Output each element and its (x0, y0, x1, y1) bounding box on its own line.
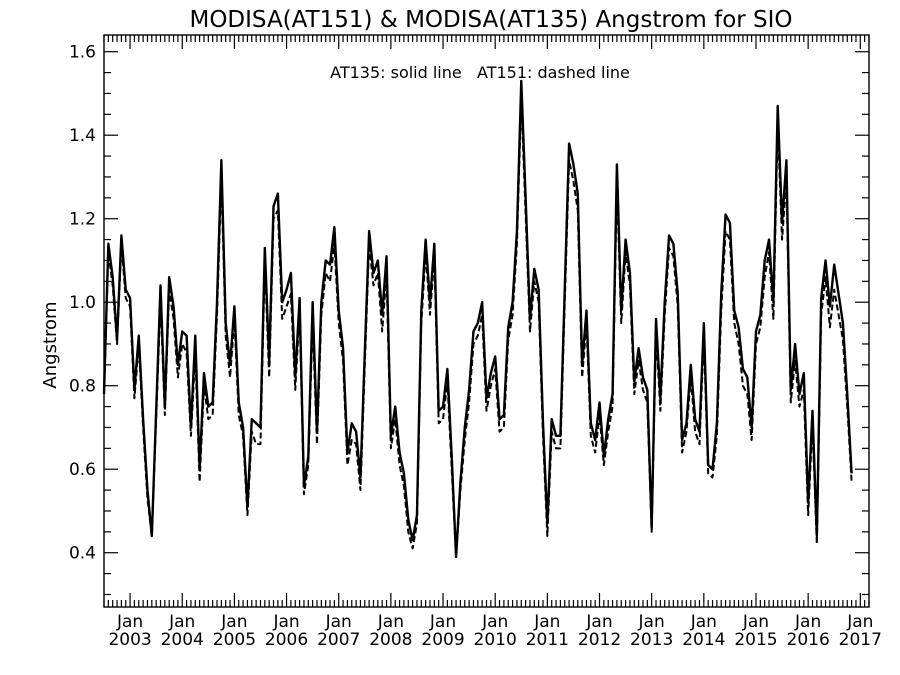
x-tick-year-label: 2004 (161, 630, 204, 650)
x-tick-year-label: 2007 (317, 630, 360, 650)
x-tick-year-label: 2006 (265, 630, 308, 650)
x-tick-month-label: Jan (220, 612, 247, 632)
x-tick-year-label: 2017 (839, 630, 882, 650)
x-tick-labels: Jan2003Jan2004Jan2005Jan2006Jan2007Jan20… (108, 612, 881, 650)
x-tick-year-label: 2015 (734, 630, 777, 650)
x-tick-month-label: Jan (168, 612, 195, 632)
y-tick-label: 0.6 (69, 460, 96, 480)
x-tick-month-label: Jan (429, 612, 456, 632)
chart-title: MODISA(AT151) & MODISA(AT135) Angstrom f… (189, 7, 792, 33)
y-tick-label: 1.2 (69, 210, 96, 230)
x-tick-month-label: Jan (742, 612, 769, 632)
x-tick-month-label: Jan (377, 612, 404, 632)
x-tick-year-label: 2013 (630, 630, 673, 650)
y-tick-label: 0.8 (69, 377, 96, 397)
y-tick-label: 0.4 (69, 544, 96, 564)
y-tick-label: 1.0 (69, 293, 96, 313)
plot-frame (103, 34, 870, 608)
x-tick-month-label: Jan (690, 612, 717, 632)
x-tick-month-label: Jan (638, 612, 665, 632)
x-tick-year-label: 2009 (421, 630, 464, 650)
x-tick-month-label: Jan (585, 612, 612, 632)
series-line-at151 (103, 96, 853, 558)
x-tick-year-label: 2012 (578, 630, 621, 650)
x-tick-year-label: 2011 (526, 630, 569, 650)
x-tick-month-label: Jan (272, 612, 299, 632)
x-tick-year-label: 2014 (682, 630, 725, 650)
y-tick-label: 1.4 (69, 126, 96, 146)
x-tick-year-label: 2016 (787, 630, 830, 650)
x-tick-year-label: 2010 (474, 630, 517, 650)
y-axis-label: Angstrom (40, 301, 61, 388)
x-tick-year-label: 2008 (369, 630, 412, 650)
y-tick-label: 1.6 (69, 43, 96, 63)
x-tick-month-label: Jan (846, 612, 873, 632)
series-line-at135 (102, 79, 853, 559)
x-tick-month-label: Jan (533, 612, 560, 632)
x-tick-month-label: Jan (325, 612, 352, 632)
y-tick-labels: 0.4 0.6 0.8 1.0 1.2 1.4 1.6 (69, 43, 96, 564)
series-layer (102, 79, 853, 559)
x-tick-month-label: Jan (481, 612, 508, 632)
x-tick-year-label: 2003 (108, 630, 151, 650)
x-tick-month-label: Jan (116, 612, 143, 632)
axis-ticks (103, 35, 870, 607)
x-tick-month-label: Jan (794, 612, 821, 632)
x-tick-year-label: 2005 (213, 630, 256, 650)
line-style-annotation: AT135: solid line AT151: dashed line (330, 63, 630, 82)
